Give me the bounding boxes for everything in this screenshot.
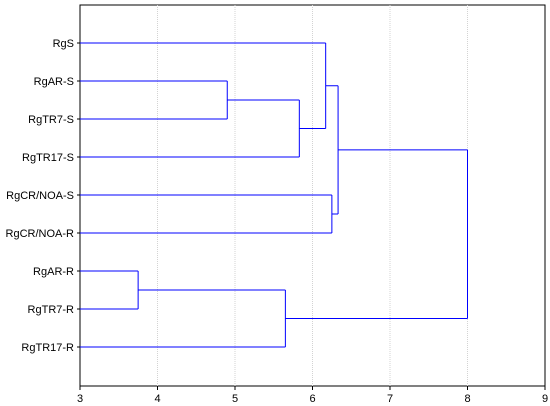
leaf-label: RgS [53,38,74,50]
x-tick-label: 9 [542,393,548,405]
x-axis: 3 4 5 6 7 8 9 [77,386,548,405]
x-tick-label: 8 [464,393,470,405]
x-tick-label: 5 [232,393,238,405]
leaf-labels: RgS RgAR-S RgTR7-S RgTR17-S RgCR/NOA-S RgCR/N… [6,38,80,354]
x-tick-label: 4 [154,393,160,405]
leaf-label: RgAR-S [34,76,74,88]
leaf-label: RgTR7-S [28,114,74,126]
leaf-label: RgAR-R [33,266,74,278]
x-tick-label: 3 [77,393,83,405]
leaf-label: RgCR/NOA-S [6,190,74,202]
x-tick-label: 6 [309,393,315,405]
leaf-label: RgCR/NOA-R [6,228,75,240]
dendrogram-links [80,42,468,348]
leaf-label: RgTR7-R [28,304,75,316]
leaf-label: RgTR17-S [22,152,74,164]
x-tick-label: 7 [387,393,393,405]
leaf-label: RgTR17-R [21,342,74,354]
